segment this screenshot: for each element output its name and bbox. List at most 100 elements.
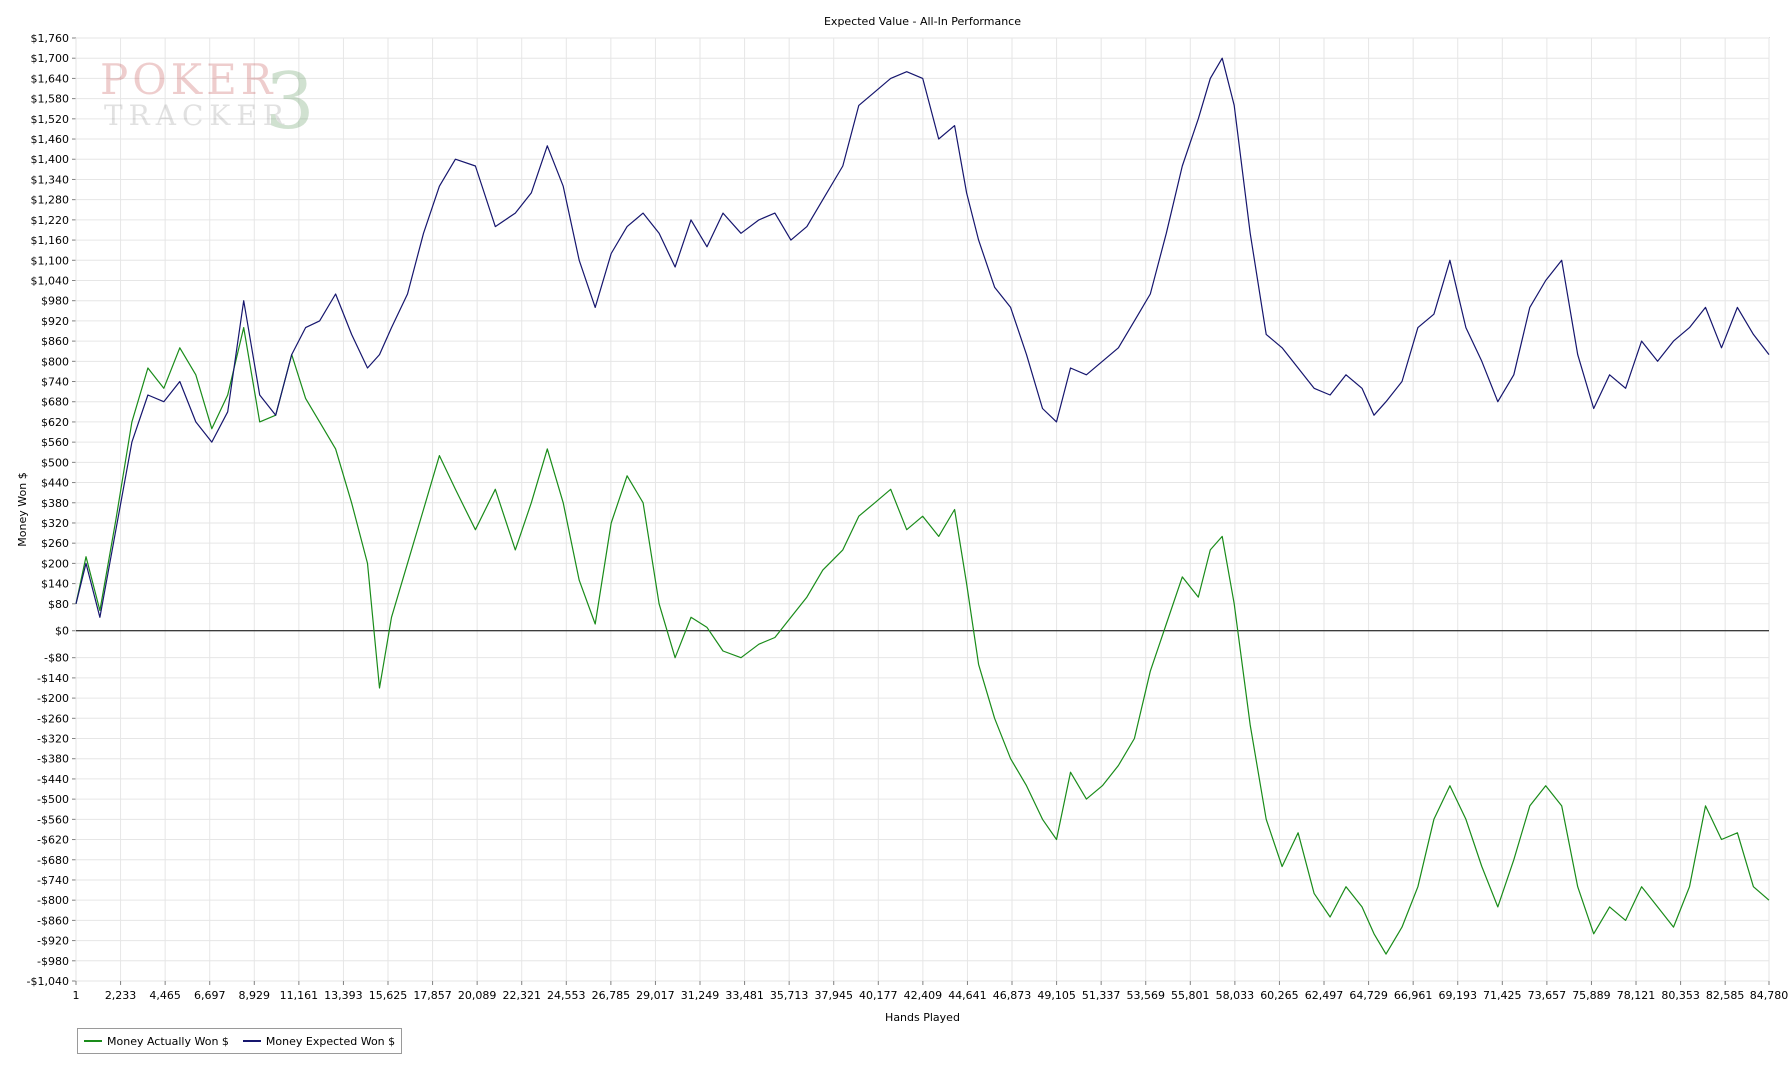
x-tick-label: 24,553 xyxy=(547,989,586,1002)
x-tick-label: 17,857 xyxy=(413,989,452,1002)
y-tick-label: -$680 xyxy=(37,854,69,867)
x-tick-label: 4,465 xyxy=(149,989,181,1002)
x-tick-label: 73,657 xyxy=(1528,989,1567,1002)
x-axis-label: Hands Played xyxy=(885,1011,960,1024)
y-tick-label: $860 xyxy=(41,335,69,348)
x-tick-label: 26,785 xyxy=(592,989,631,1002)
y-tick-label: $200 xyxy=(41,557,69,570)
legend-item-actual: Money Actually Won $ xyxy=(84,1035,229,1048)
x-tick-label: 82,585 xyxy=(1706,989,1745,1002)
x-tick-label: 37,945 xyxy=(814,989,853,1002)
y-tick-label: $680 xyxy=(41,396,69,409)
y-axis-label: Money Won $ xyxy=(16,472,29,546)
x-tick-label: 71,425 xyxy=(1483,989,1522,1002)
x-tick-label: 8,929 xyxy=(239,989,271,1002)
x-tick-label: 1 xyxy=(73,989,80,1002)
poker-tracker-watermark-logo: POKER TRACKER 3 xyxy=(100,55,315,147)
x-tick-label: 22,321 xyxy=(502,989,541,1002)
y-tick-label: $1,460 xyxy=(31,133,70,146)
y-tick-label: $320 xyxy=(41,517,69,530)
legend-label-expected: Money Expected Won $ xyxy=(265,1034,396,1048)
x-tick-label: 62,497 xyxy=(1305,989,1344,1002)
y-tick-label: -$980 xyxy=(37,955,69,968)
chart-legend: Money Actually Won $ Money Expected Won … xyxy=(77,1028,403,1054)
y-tick-label: $0 xyxy=(55,625,69,638)
y-tick-label: $1,520 xyxy=(31,113,70,126)
y-tick-label: $1,340 xyxy=(31,173,70,186)
y-tick-label: $1,400 xyxy=(31,153,70,166)
x-tick-label: 44,641 xyxy=(948,989,987,1002)
x-tick-label: 69,193 xyxy=(1438,989,1477,1002)
y-tick-label: $140 xyxy=(41,578,69,591)
y-tick-label: $1,760 xyxy=(31,32,70,45)
y-tick-label: -$860 xyxy=(37,914,69,927)
x-tick-label: 11,161 xyxy=(280,989,319,1002)
y-tick-label: $500 xyxy=(41,456,69,469)
y-tick-label: $740 xyxy=(41,376,69,389)
x-tick-label: 6,697 xyxy=(194,989,226,1002)
y-tick-label: $80 xyxy=(48,598,69,611)
x-tick-label: 60,265 xyxy=(1260,989,1299,1002)
y-tick-label: -$740 xyxy=(37,874,69,887)
x-tick-label: 51,337 xyxy=(1082,989,1121,1002)
x-tick-label: 13,393 xyxy=(324,989,363,1002)
y-tick-label: $380 xyxy=(41,497,69,510)
x-tick-label: 15,625 xyxy=(369,989,408,1002)
y-tick-label: -$560 xyxy=(37,813,69,826)
x-tick-label: 49,105 xyxy=(1037,989,1076,1002)
y-tick-label: $1,160 xyxy=(31,234,70,247)
chart-title: Expected Value - All-In Performance xyxy=(824,15,1021,28)
y-tick-label: -$320 xyxy=(37,733,69,746)
legend-item-expected: Money Expected Won $ xyxy=(242,1034,396,1048)
legend-label-actual: Money Actually Won $ xyxy=(107,1034,229,1048)
x-tick-label: 78,121 xyxy=(1617,989,1656,1002)
x-tick-label: 31,249 xyxy=(681,989,720,1002)
x-tick-label: 66,961 xyxy=(1394,989,1433,1002)
x-tick-label: 53,569 xyxy=(1126,989,1165,1002)
y-tick-label: $440 xyxy=(41,477,69,490)
x-tick-label: 55,801 xyxy=(1171,989,1210,1002)
series-line-expected-won xyxy=(75,57,1770,618)
y-tick-label: $1,640 xyxy=(31,72,70,85)
x-tick-label: 75,889 xyxy=(1572,989,1611,1002)
y-tick-label: $1,580 xyxy=(31,93,70,106)
y-tick-label: -$620 xyxy=(37,834,69,847)
x-tick-label: 58,033 xyxy=(1216,989,1255,1002)
y-tick-label: $1,100 xyxy=(31,254,70,267)
x-tick-label: 80,353 xyxy=(1661,989,1700,1002)
y-tick-label: $620 xyxy=(41,416,69,429)
y-tick-label: $1,280 xyxy=(31,194,70,207)
y-tick-label: -$500 xyxy=(37,793,69,806)
y-tick-label: $920 xyxy=(41,315,69,328)
x-tick-label: 84,780 xyxy=(1750,989,1789,1002)
x-tick-label: 64,729 xyxy=(1349,989,1388,1002)
y-tick-label: $560 xyxy=(41,436,69,449)
y-tick-label: $980 xyxy=(41,295,69,308)
legend-swatch-expected xyxy=(242,1040,261,1042)
x-tick-label: 33,481 xyxy=(725,989,764,1002)
series-line-actual-won xyxy=(75,327,1770,955)
y-tick-label: $1,220 xyxy=(31,214,70,227)
x-tick-label: 2,233 xyxy=(105,989,137,1002)
y-tick-label: -$140 xyxy=(37,672,69,685)
x-tick-label: 29,017 xyxy=(636,989,675,1002)
x-tick-label: 42,409 xyxy=(904,989,943,1002)
y-tick-label: -$380 xyxy=(37,753,69,766)
x-tick-label: 40,177 xyxy=(859,989,898,1002)
y-tick-label: $1,040 xyxy=(31,274,70,287)
x-tick-label: 46,873 xyxy=(993,989,1032,1002)
y-tick-label: -$920 xyxy=(37,935,69,948)
y-tick-label: -$200 xyxy=(37,692,69,705)
y-tick-label: -$800 xyxy=(37,894,69,907)
x-tick-label: 35,713 xyxy=(770,989,809,1002)
y-tick-label: -$80 xyxy=(44,652,69,665)
y-tick-label: $260 xyxy=(41,537,69,550)
y-tick-label: -$260 xyxy=(37,712,69,725)
y-tick-label: -$440 xyxy=(37,773,69,786)
y-tick-label: $800 xyxy=(41,355,69,368)
y-tick-label: $1,700 xyxy=(31,52,70,65)
x-tick-label: 20,089 xyxy=(458,989,497,1002)
y-tick-label: -$1,040 xyxy=(27,975,69,988)
